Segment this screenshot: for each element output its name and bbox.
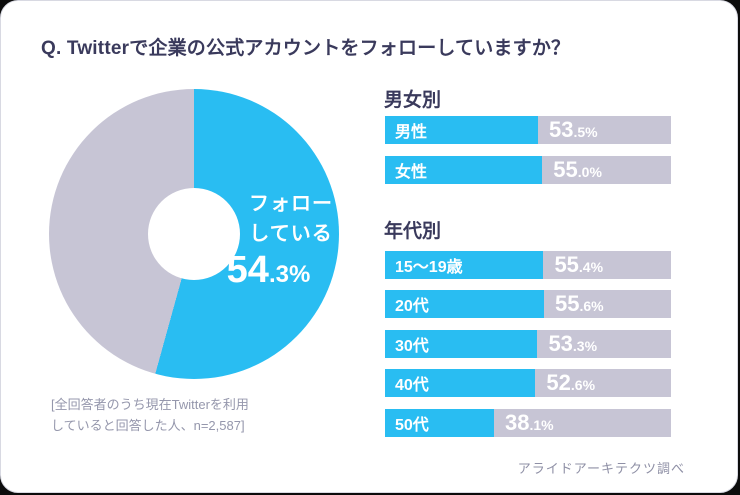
- bar-value-integer: 38: [504, 410, 530, 435]
- donut-chart: [49, 89, 339, 379]
- bar-label: 15～19歳: [395, 259, 463, 276]
- bar-row-15-19: 15～19歳 55.4%: [385, 251, 671, 279]
- bar-value: 55.6%: [555, 291, 604, 317]
- bar-label: 20代: [395, 298, 429, 315]
- bar-value-integer: 52: [546, 370, 571, 395]
- bar-value-fraction: .0%: [577, 164, 602, 180]
- bar-value-fraction: .1%: [529, 417, 554, 433]
- bar-row-female: 女性 55.0%: [385, 156, 671, 184]
- bar-value-fraction: .6%: [579, 298, 604, 314]
- bar-label: 50代: [395, 417, 429, 434]
- bar-label: 40代: [395, 377, 429, 394]
- bar-value-integer: 53: [548, 331, 573, 356]
- bar-value-fraction: .4%: [578, 259, 604, 275]
- question-title: Q. Twitterで企業の公式アカウントをフォローしていますか？: [41, 38, 571, 59]
- bar-row-40s: 40代 52.6%: [385, 369, 671, 397]
- donut-segment-label: フォロー している: [249, 193, 333, 245]
- bar-fill: [385, 116, 538, 144]
- bar-label: 女性: [395, 164, 428, 181]
- bar-label: 男性: [395, 124, 428, 141]
- bar-value-integer: 55: [555, 291, 580, 316]
- bar-value: 55.4%: [554, 252, 603, 278]
- bar-value-integer: 55: [553, 157, 578, 182]
- bar-label: 30代: [395, 338, 429, 355]
- bar-value: 55.0%: [553, 157, 602, 183]
- bar-fill: [385, 156, 543, 184]
- bar-fill: [385, 409, 494, 437]
- bar-row-30s: 30代 53.3%: [385, 330, 671, 358]
- donut-segment-value: 54.3%: [211, 249, 326, 292]
- section-heading-gender: 男女別: [384, 90, 442, 111]
- survey-footnote: [全回答者のうち現在Twitterを利用 していると回答した人、n=2,587]: [51, 397, 249, 433]
- bar-value-integer: 53: [549, 117, 574, 142]
- bar-value-fraction: .6%: [570, 377, 596, 393]
- bar-fill: [385, 290, 545, 318]
- bar-fill: [385, 330, 538, 358]
- bar-row-20s: 20代 55.6%: [385, 290, 671, 318]
- bar-value: 38.1%: [505, 410, 554, 436]
- bar-value-fraction: .5%: [573, 124, 598, 140]
- source-credit: アライドアーキテクツ調べ: [517, 461, 685, 476]
- bar-fill: [385, 251, 544, 279]
- donut-value-fraction: .3%: [268, 261, 311, 288]
- bar-value: 52.6%: [546, 370, 595, 396]
- donut-value-integer: 54: [226, 249, 269, 291]
- bar-fill: [385, 369, 536, 397]
- bar-value-integer: 55: [554, 252, 579, 277]
- section-heading-age: 年代別: [384, 221, 442, 242]
- bar-value-fraction: .3%: [572, 338, 598, 354]
- bar-value: 53.5%: [549, 117, 598, 143]
- bar-row-male: 男性 53.5%: [385, 116, 671, 144]
- bar-row-50s: 50代 38.1%: [385, 409, 671, 437]
- donut-hole: [148, 188, 240, 280]
- bar-value: 53.3%: [548, 331, 597, 357]
